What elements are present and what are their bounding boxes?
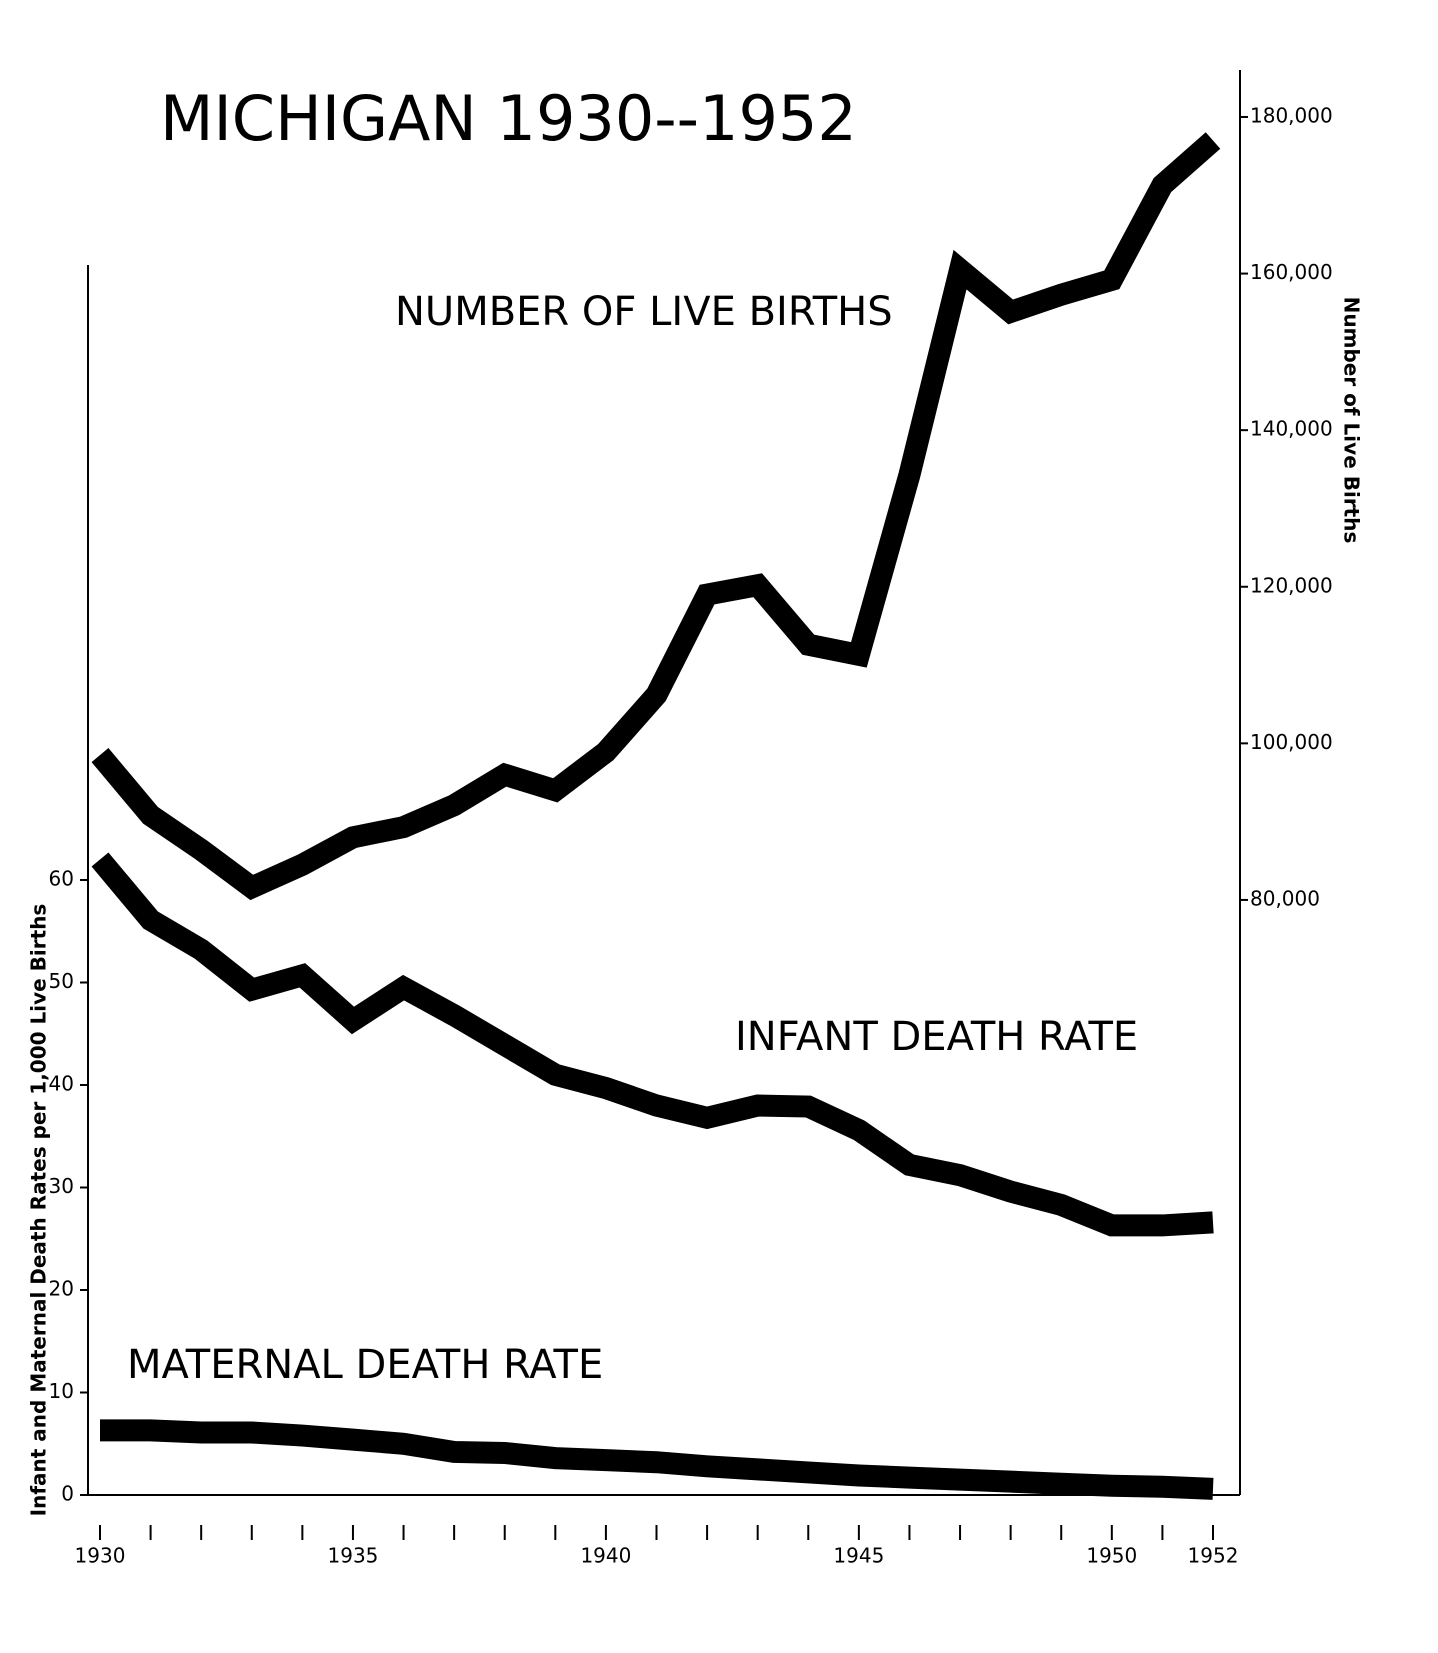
- series-line: [100, 1419, 1214, 1500]
- y-tick-label: 0: [61, 1482, 74, 1506]
- y2-tick-label: 80,000: [1250, 886, 1320, 910]
- y-tick-label: 10: [49, 1379, 74, 1403]
- series-label: NUMBER OF LIVE BIRTHS: [395, 289, 893, 335]
- y2-tick-label: 100,000: [1250, 730, 1333, 754]
- y2-axis-title: Number of Live Births: [1340, 297, 1364, 544]
- y-tick-label: 40: [49, 1072, 74, 1096]
- x-tick-label: 1950: [1086, 1544, 1137, 1568]
- series-label: INFANT DEATH RATE: [735, 1014, 1138, 1060]
- x-tick-label: 1940: [580, 1544, 631, 1568]
- series-label: MATERNAL DEATH RATE: [127, 1342, 603, 1388]
- x-tick-label: 1935: [328, 1544, 379, 1568]
- y-tick-label: 60: [49, 867, 74, 891]
- y-axis-title: Infant and Maternal Death Rates per 1,00…: [27, 904, 51, 1517]
- y-tick-label: 50: [49, 969, 74, 993]
- x-tick-label: 1945: [833, 1544, 884, 1568]
- y2-tick-label: 120,000: [1250, 573, 1333, 597]
- x-tick-label: 1952: [1188, 1544, 1239, 1568]
- series-line: [91, 132, 1221, 901]
- chart-title: MICHIGAN 1930--1952: [160, 82, 857, 155]
- x-tick-label: 1930: [75, 1544, 126, 1568]
- y2-tick-label: 160,000: [1250, 260, 1333, 284]
- y2-tick-label: 140,000: [1250, 417, 1333, 441]
- y2-tick-label: 180,000: [1250, 103, 1333, 127]
- y-tick-label: 20: [49, 1277, 74, 1301]
- y-tick-label: 30: [49, 1174, 74, 1198]
- series-line: [91, 852, 1214, 1237]
